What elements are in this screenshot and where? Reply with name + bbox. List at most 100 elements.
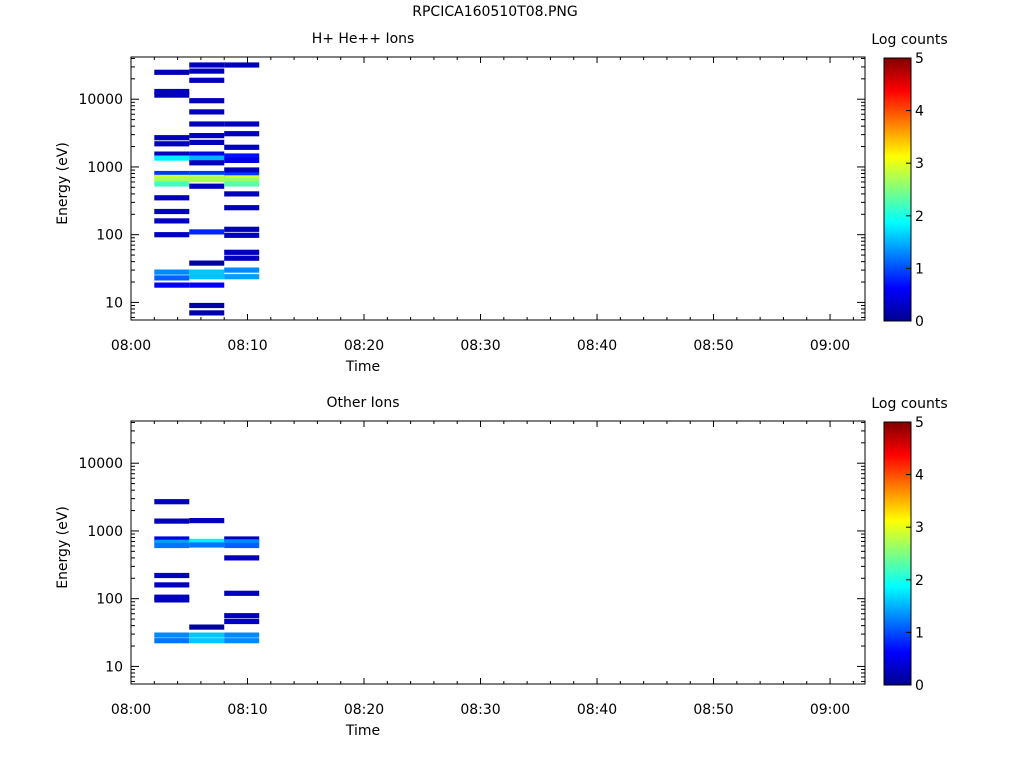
x-tick-label: 08:00	[111, 702, 151, 718]
heatmap-cell	[189, 133, 225, 139]
heatmap-cell	[224, 638, 260, 644]
colorbar-tick-label: 5	[915, 51, 924, 67]
x-tick-label: 08:10	[227, 702, 267, 718]
heatmap-cell	[154, 572, 190, 579]
y-tick-label: 100	[96, 228, 123, 244]
heatmap-cell	[189, 274, 225, 280]
heatmap-cell	[189, 624, 225, 630]
colorbar-tick-label: 0	[915, 678, 924, 694]
heatmap-cell	[154, 92, 190, 98]
heatmap-cell	[154, 88, 190, 95]
heatmap-cell	[224, 153, 260, 159]
heatmap-cell	[224, 131, 260, 137]
heatmap-cell	[154, 151, 190, 157]
heatmap-cell	[224, 191, 260, 197]
heatmap-cell	[189, 632, 225, 638]
colorbar-label: Log counts	[871, 396, 947, 412]
heatmap-cell	[189, 139, 225, 145]
heatmap-cell	[189, 77, 225, 83]
heatmap-cell	[189, 538, 225, 544]
colorbar-tick-label: 2	[915, 573, 924, 589]
y-tick-label: 10	[105, 659, 123, 675]
colorbar-tick-label: 5	[915, 415, 924, 431]
heatmap-cell	[154, 135, 190, 141]
x-tick-label: 08:40	[577, 702, 617, 718]
heatmap-cell	[154, 582, 190, 588]
heatmap-cell	[154, 141, 190, 147]
colorbar-tick-label: 1	[915, 625, 924, 641]
x-tick-label: 08:50	[693, 338, 733, 354]
x-tick-label: 08:20	[344, 702, 384, 718]
heatmap-cell	[224, 181, 260, 187]
heatmap-cell	[224, 536, 260, 542]
y-tick-label: 10000	[78, 92, 123, 108]
heatmap-cell	[224, 590, 260, 596]
heatmap-cell	[189, 160, 225, 166]
y-tick-label: 10000	[78, 456, 123, 472]
heatmap-cell	[224, 539, 260, 545]
heatmap-cell	[154, 208, 190, 215]
heatmap-cell	[224, 144, 260, 150]
heatmap-cell	[224, 613, 260, 619]
x-tick-label: 08:30	[460, 702, 500, 718]
heatmap-cell	[189, 155, 225, 161]
heatmap-cell	[224, 255, 260, 261]
x-tick-label: 08:20	[344, 338, 384, 354]
colorbar-tick-label: 4	[915, 104, 924, 120]
x-tick-label: 09:00	[810, 338, 850, 354]
heatmap-cell	[154, 177, 190, 183]
heatmap-cell	[189, 170, 225, 177]
heatmap-cell	[189, 121, 225, 127]
heatmap-cell	[154, 282, 190, 288]
heatmap-cell	[154, 542, 190, 549]
heatmap-cell	[154, 597, 190, 603]
heatmap-cell	[154, 499, 190, 505]
heatmap-cell	[189, 109, 225, 115]
y-tick-label: 1000	[87, 524, 123, 540]
colorbar	[883, 57, 912, 322]
heatmap-cell	[189, 260, 225, 266]
heatmap-cell	[154, 632, 190, 638]
heatmap-cell	[189, 183, 225, 189]
heatmap-cell	[154, 232, 190, 238]
y-tick-label: 10	[105, 295, 123, 311]
heatmap-cell	[224, 172, 260, 178]
heatmap-cell	[224, 542, 260, 549]
heatmap-cell	[189, 98, 225, 104]
x-tick-label: 08:10	[227, 338, 267, 354]
x-tick-label: 08:30	[460, 338, 500, 354]
y-axis-label: Energy (eV)	[55, 142, 71, 225]
heatmap-cell	[224, 618, 260, 625]
heatmap-cell	[154, 275, 190, 281]
heatmap-cell	[154, 181, 190, 187]
x-axis-label: Time	[345, 723, 380, 739]
heatmap-cell	[224, 205, 260, 211]
heatmap-cell	[224, 177, 260, 184]
panel-title: H+ He++ Ions	[312, 31, 415, 47]
heatmap-cell	[189, 310, 225, 316]
heatmap-cell	[224, 157, 260, 163]
y-tick-label: 1000	[87, 160, 123, 176]
heatmap-cell	[154, 69, 190, 75]
heatmap-cell	[224, 249, 260, 255]
colorbar	[883, 421, 912, 686]
heatmap-cell	[224, 62, 260, 68]
heatmap-cell	[224, 555, 260, 561]
heatmap-cell	[224, 632, 260, 638]
colorbar-tick-label: 0	[915, 314, 924, 330]
heatmap-cell	[154, 218, 190, 224]
heatmap-cell	[154, 594, 190, 600]
heatmap-cell	[154, 638, 190, 644]
heatmap-cell	[224, 232, 260, 238]
heatmap-cell	[154, 518, 190, 524]
heatmap-cell	[189, 638, 225, 644]
heatmap-cell	[224, 267, 260, 273]
x-tick-label: 08:40	[577, 338, 617, 354]
heatmap-cell	[189, 282, 225, 288]
y-axis-label: Energy (eV)	[55, 506, 71, 589]
heatmap-cell	[189, 269, 225, 275]
heatmap-cell	[189, 518, 225, 524]
colorbar-tick-label: 2	[915, 209, 924, 225]
heatmap-cell	[189, 62, 225, 68]
